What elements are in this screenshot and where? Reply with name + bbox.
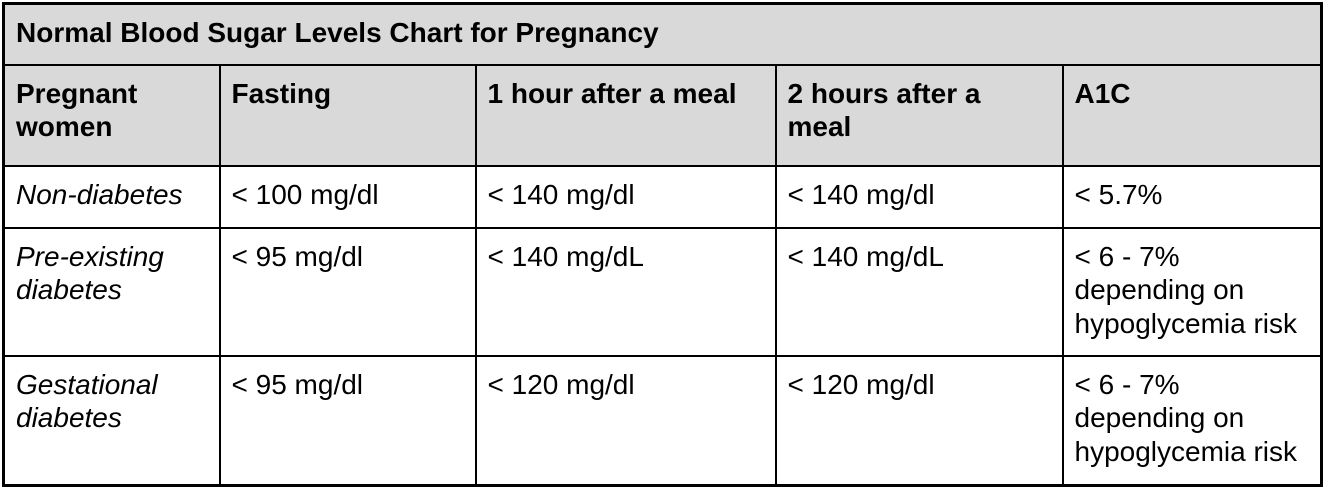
table-cell-2-hours: < 140 mg/dl [774, 164, 1064, 229]
table-cell-fasting: < 95 mg/dl [218, 354, 477, 487]
table-cell-a1c: < 5.7% [1061, 164, 1323, 229]
table-cell-fasting: < 95 mg/dl [218, 226, 477, 357]
header-cell-2-hours-after-meal: 2 hours after a meal [774, 63, 1064, 167]
table-cell-1-hour: < 140 mg/dl [474, 164, 777, 229]
table-cell-a1c: < 6 - 7% depending on hypoglycemia risk [1061, 354, 1323, 487]
table-cell-a1c: < 6 - 7% depending on hypoglycemia risk [1061, 226, 1323, 357]
header-cell-1-hour-after-meal: 1 hour after a meal [474, 63, 777, 167]
row-label-cell: Pre-existing diabetes [2, 226, 221, 357]
table-cell-2-hours: < 140 mg/dL [774, 226, 1064, 357]
table-row-gestational-diabetes: Gestational diabetes < 95 mg/dl < 120 mg… [2, 354, 1323, 487]
table-row-pre-existing-diabetes: Pre-existing diabetes < 95 mg/dl < 140 m… [2, 226, 1323, 357]
table-cell-fasting: < 100 mg/dl [218, 164, 477, 229]
header-cell-a1c: A1C [1061, 63, 1323, 167]
header-cell-pregnant-women: Pregnant women [2, 63, 221, 167]
table-row-non-diabetes: Non-diabetes < 100 mg/dl < 140 mg/dl < 1… [2, 164, 1323, 229]
table-title-row: Normal Blood Sugar Levels Chart for Preg… [2, 2, 1323, 66]
table-cell-2-hours: < 120 mg/dl [774, 354, 1064, 487]
table-header-row: Pregnant women Fasting 1 hour after a me… [2, 63, 1323, 167]
table-cell-1-hour: < 140 mg/dL [474, 226, 777, 357]
header-cell-fasting: Fasting [218, 63, 477, 167]
row-label-cell: Non-diabetes [2, 164, 221, 229]
table-title: Normal Blood Sugar Levels Chart for Preg… [2, 2, 1323, 66]
row-label-cell: Gestational diabetes [2, 354, 221, 487]
table-cell-1-hour: < 120 mg/dl [474, 354, 777, 487]
